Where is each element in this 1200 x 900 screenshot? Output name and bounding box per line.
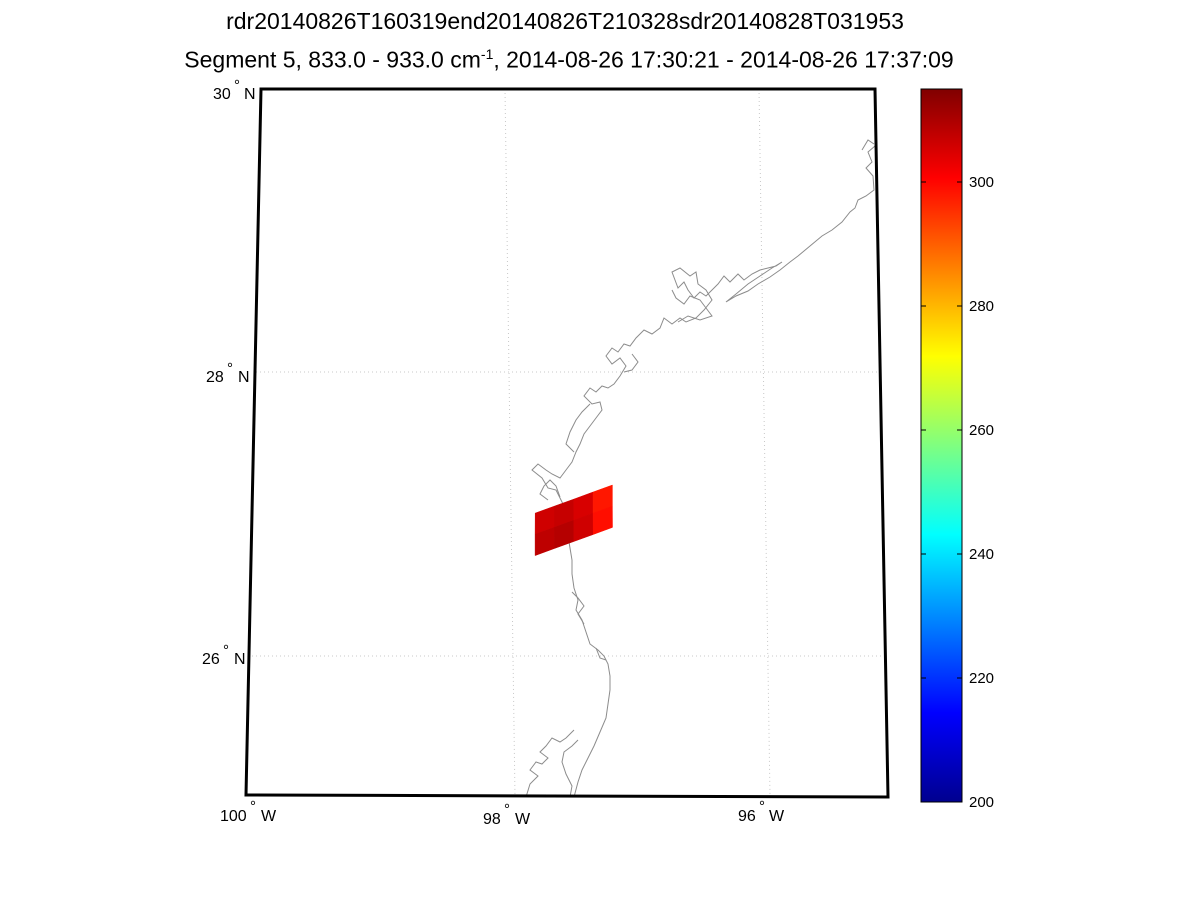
map-graticule	[248, 89, 886, 797]
lon-label-98-deg: °	[504, 801, 510, 818]
lon-label-96-deg: °	[759, 798, 765, 815]
lat-label-30-deg: °	[234, 77, 240, 94]
colorbar-tick-label: 200	[969, 794, 994, 811]
title-time-range: , 2014-08-26 17:30:21 - 2014-08-26 17:37…	[493, 46, 954, 73]
lat-label-30: 30 ° N	[213, 77, 256, 103]
lon-label-100-deg: °	[250, 798, 256, 815]
coastline-texas	[531, 145, 876, 797]
plot-title-line2: Segment 5, 833.0 - 933.0 cm-1, 2014-08-2…	[0, 46, 1169, 74]
colorbar-tick-label: 260	[969, 422, 994, 439]
lon-label-98-hemi: W	[515, 811, 531, 828]
map-frame	[244, 87, 890, 799]
colorbar-gradient	[920, 88, 963, 803]
colorbar-tick-label: 240	[969, 546, 994, 563]
lat-label-28-hemi: N	[238, 369, 250, 386]
lon-label-100-hemi: W	[261, 808, 277, 825]
lat-label-30-hemi: N	[244, 86, 256, 103]
colorbar-tick-label: 300	[969, 174, 994, 191]
lat-label-28: 28 ° N	[206, 360, 250, 386]
swath-cell	[592, 505, 613, 535]
latitude-labels: 30 ° N 28 ° N 26 ° N	[202, 77, 256, 668]
plot-title-line1: rdr20140826T160319end20140826T210328sdr2…	[226, 8, 904, 34]
gridline-lon-98	[504, 89, 516, 797]
lon-label-96: 96 ° W	[738, 798, 785, 825]
lon-label-96-hemi: W	[769, 808, 785, 825]
lon-label-98-value: 98	[483, 811, 501, 828]
lon-label-98: 98 ° W	[483, 801, 531, 828]
lat-label-26-deg: °	[223, 642, 229, 659]
longitude-labels: 100 ° W 98 ° W 96 ° W	[220, 798, 785, 828]
coastline-inlets-south	[525, 479, 607, 797]
lat-label-28-deg: °	[227, 360, 233, 377]
lat-label-26-hemi: N	[234, 651, 246, 668]
coastline	[525, 139, 876, 797]
lat-label-30-value: 30	[213, 86, 231, 103]
lon-label-100-value: 100	[220, 808, 247, 825]
gridline-lon-96	[758, 89, 771, 797]
coastline-bays-north	[565, 139, 875, 453]
title-unit-exponent: -1	[480, 46, 494, 62]
lon-label-96-value: 96	[738, 808, 756, 825]
lat-label-28-value: 28	[206, 369, 224, 386]
colorbar-ticks: 200 220 240 260 280 300	[921, 174, 994, 811]
brightness-temperature-swath	[534, 484, 613, 556]
colorbar-tick-label: 280	[969, 298, 994, 315]
colorbar-tick-label: 220	[969, 670, 994, 687]
lon-label-100: 100 ° W	[220, 798, 277, 825]
lat-label-26: 26 ° N	[202, 642, 246, 668]
lat-label-26-value: 26	[202, 651, 220, 668]
title-segment-text: Segment 5, 833.0 - 933.0 cm	[184, 46, 481, 73]
colorbar: 200 220 240 260 280 300	[920, 88, 994, 811]
